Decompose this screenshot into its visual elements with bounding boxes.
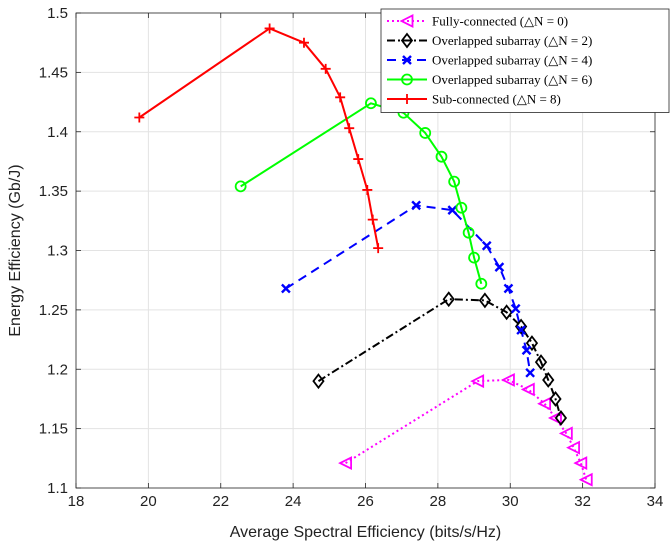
axis-ticks: 18 20 22 24 26 28 30 32 34 1.1 1.15 1.2 1.25 1.3 1.35 1…: [39, 5, 664, 510]
series-5-point: [373, 243, 384, 254]
series-1-point: [338, 456, 352, 471]
series-2-point: [525, 335, 539, 352]
y-tick-label: 1.3: [47, 243, 68, 260]
series-5-point: [264, 23, 275, 34]
series-5-line: [138, 27, 380, 249]
series-5-point: [344, 123, 355, 134]
series-4-point: [419, 127, 432, 139]
series-1-line: [345, 378, 588, 481]
series-2-line: [317, 298, 562, 419]
series-3-point: [516, 325, 526, 335]
series-2-point: [442, 291, 455, 308]
series-5-point: [134, 112, 145, 123]
y-tick-label: 1.1: [47, 480, 68, 497]
legend-entry: Fully-connected (△N = 0): [432, 14, 568, 29]
y-tick-label: 1.5: [47, 5, 68, 22]
x-tick-label: 18: [68, 493, 85, 510]
series-1-point: [573, 456, 588, 471]
legend-entry: Overlapped subarray (△N = 6): [432, 72, 592, 87]
series-3-point: [503, 283, 514, 294]
y-tick-label: 1.15: [39, 421, 68, 438]
series-5-point: [362, 184, 373, 195]
series-2-point: [534, 354, 548, 371]
legend-entry: Overlapped subarray (△N = 4): [432, 53, 592, 68]
x-tick-label: 28: [430, 493, 447, 510]
series-3-point: [411, 200, 422, 211]
series-1-point: [537, 396, 552, 411]
series-1-point: [470, 374, 485, 389]
series-1-point: [500, 372, 515, 387]
series-5-point: [320, 63, 331, 74]
series-4-point: [462, 226, 475, 239]
legend-swatch-marker: [401, 73, 413, 86]
series-2-point: [554, 409, 568, 426]
series-1-point: [566, 440, 580, 455]
legend-box: [380, 8, 670, 113]
series-2-point: [514, 318, 528, 335]
series-4-point: [468, 251, 480, 264]
series-2-point: [549, 390, 562, 407]
series-4-point: [455, 201, 468, 214]
x-tick-label: 26: [357, 493, 374, 510]
y-tick-label: 1.2: [47, 361, 68, 378]
x-tick-label: 24: [285, 493, 302, 510]
series-1-point: [558, 426, 573, 441]
series-5-point: [367, 214, 378, 225]
series-4-point: [234, 180, 247, 193]
legend-swatch-marker: [402, 94, 412, 104]
y-tick-label: 1.25: [39, 302, 68, 319]
series-4-point: [475, 277, 488, 290]
legend: Fully-connected (△N = 0) Overlapped subar…: [380, 8, 670, 113]
series-4-point: [435, 150, 448, 163]
legend-swatch-marker: [400, 32, 414, 49]
series-3-point: [521, 345, 532, 356]
y-tick-label: 1.45: [39, 64, 68, 81]
x-tick-label: 32: [574, 493, 591, 510]
series-lines: [138, 27, 588, 481]
legend-entry: Overlapped subarray (△N = 2): [432, 33, 592, 48]
series-3-point: [494, 262, 505, 272]
series-5-point: [298, 37, 309, 48]
legend-swatch-marker: [399, 14, 414, 28]
series-3-point: [510, 303, 521, 314]
series-4-point: [365, 97, 377, 110]
x-tick-label: 20: [140, 493, 157, 510]
y-tick-label: 1.35: [39, 183, 68, 200]
series-1-point: [547, 410, 562, 425]
series-2-point: [500, 304, 513, 321]
legend-entry: Sub-connected (△N = 8): [432, 92, 561, 107]
series-5-point: [335, 92, 346, 103]
series-3-point: [447, 205, 458, 215]
series-5-point: [353, 154, 364, 165]
x-tick-label: 30: [502, 493, 519, 510]
series-markers: [134, 23, 593, 487]
series-1-point: [520, 382, 535, 397]
series-3-point: [481, 240, 492, 251]
series-1-point: [578, 472, 593, 487]
series-3-point: [525, 367, 536, 378]
series-4-point: [448, 175, 461, 188]
series-3-line: [285, 204, 532, 373]
x-axis-label: Average Spectral Efficiency (bits/s/Hz): [230, 524, 502, 541]
x-tick-label: 22: [212, 493, 229, 510]
y-axis-label: Energy Efficiency (Gb/J): [7, 164, 24, 336]
y-tick-label: 1.4: [47, 124, 68, 141]
x-tick-label: 34: [647, 493, 664, 510]
series-2-point: [542, 371, 555, 388]
series-2-point: [312, 373, 325, 390]
series-3-point: [281, 283, 291, 294]
legend-swatch-marker: [402, 55, 412, 65]
series-2-point: [478, 292, 492, 309]
